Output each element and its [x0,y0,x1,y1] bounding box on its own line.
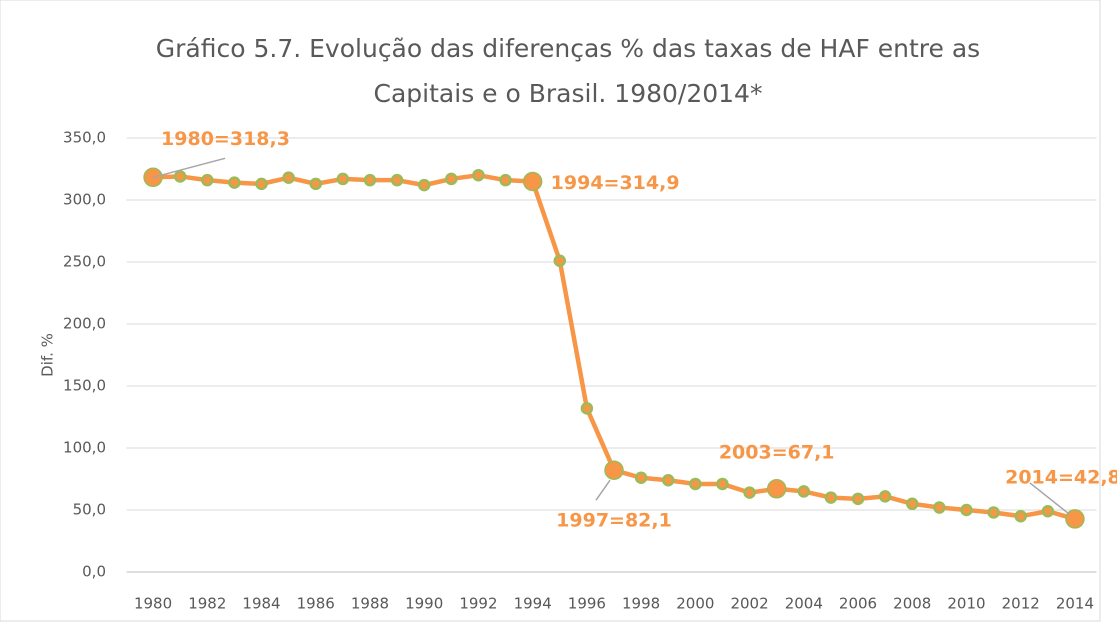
y-axis-label: Dif. % [39,333,57,377]
annotation: 1980=318,3 [161,128,290,150]
data-point [390,173,404,187]
x-tick-label: 2014 [1056,595,1094,613]
y-tick-label: 300,0 [63,191,106,209]
x-tick-label: 1986 [297,595,335,613]
data-point [604,460,624,480]
annotation: 2014=42,8 [1005,466,1117,488]
data-point [309,177,322,191]
data-point [824,491,838,504]
data-point [797,485,811,498]
chart-title: Capitais e o Brasil. 1980/2014* [374,79,763,108]
data-point [1014,509,1027,523]
x-tick-label: 1990 [405,595,443,613]
y-tick-label: 250,0 [63,253,106,271]
leader-line [152,157,226,179]
data-point [201,173,214,187]
y-tick-label: 350,0 [63,129,106,147]
x-tick-label: 1992 [459,595,497,613]
y-tick-label: 200,0 [63,315,106,333]
data-point [766,479,787,499]
data-point [960,503,973,517]
annotation: 1994=314,9 [551,172,680,194]
data-point [987,506,1000,519]
data-point [634,471,648,485]
data-point [336,172,350,186]
data-point [522,171,543,192]
x-tick-label: 2002 [730,595,768,613]
data-point [743,486,756,499]
x-tick-label: 1982 [188,595,226,613]
data-point [255,177,268,191]
data-point [878,490,892,503]
y-tick-label: 0,0 [82,563,106,581]
x-tick-label: 2004 [785,595,823,613]
x-tick-label: 2006 [839,595,877,613]
x-tick-label: 1998 [622,595,660,613]
data-point [933,501,946,514]
data-point [851,492,865,506]
data-point [1041,504,1055,518]
data-point [689,477,702,491]
x-tick-label: 2008 [893,595,931,613]
data-point [553,254,567,268]
data-point [472,168,485,182]
x-tick-label: 1988 [351,595,389,613]
leader-line [595,479,611,501]
data-point [906,497,919,511]
annotation: 2003=67,1 [719,441,835,463]
data-point [417,178,431,192]
data-point [445,172,458,186]
x-tick-label: 2010 [947,595,985,613]
annotation: 1997=82,1 [556,510,672,532]
data-point [580,402,594,415]
y-tick-label: 100,0 [63,439,106,457]
chart-title: Gráfico 5.7. Evolução das diferenças % d… [156,34,980,63]
data-point [363,173,377,187]
x-tick-label: 1980 [134,595,172,613]
x-tick-label: 1996 [568,595,606,613]
data-point [661,473,675,487]
leader-line [1029,482,1070,515]
data-point [282,171,295,184]
y-tick-label: 150,0 [63,377,106,395]
x-tick-label: 2000 [676,595,714,613]
data-point [173,170,187,183]
x-tick-label: 1994 [514,595,552,613]
data-point [228,176,241,189]
data-point [1065,509,1085,529]
x-tick-label: 2012 [1002,595,1040,613]
x-tick-label: 1984 [242,595,280,613]
y-tick-label: 50,0 [73,501,106,519]
data-point [499,173,512,187]
data-point [716,477,729,491]
